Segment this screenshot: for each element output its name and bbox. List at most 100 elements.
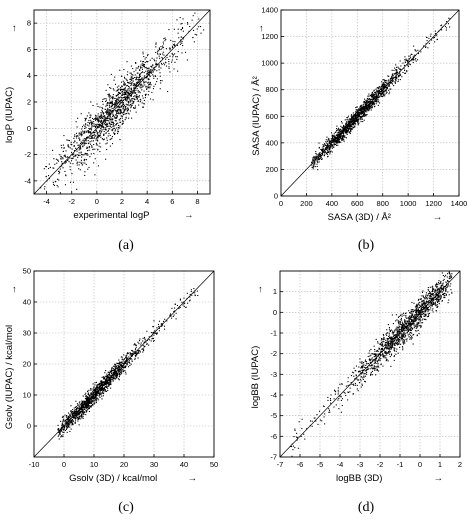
data-point xyxy=(362,115,365,117)
data-point xyxy=(168,58,170,61)
data-point xyxy=(117,88,119,90)
data-point xyxy=(316,165,318,168)
data-point xyxy=(440,25,442,27)
data-point xyxy=(161,48,163,50)
data-point xyxy=(124,99,127,101)
data-point xyxy=(100,112,102,114)
data-point xyxy=(383,84,385,86)
data-point xyxy=(120,111,122,113)
data-point xyxy=(122,359,125,361)
data-point xyxy=(137,79,139,81)
data-point xyxy=(335,144,338,146)
data-point xyxy=(81,134,83,136)
data-point xyxy=(320,148,322,150)
data-point xyxy=(326,144,329,146)
data-point xyxy=(117,129,119,131)
data-point xyxy=(420,308,422,310)
data-point xyxy=(113,103,115,105)
data-point xyxy=(392,77,394,79)
data-point xyxy=(95,395,97,397)
data-point xyxy=(344,392,346,394)
data-point xyxy=(117,94,119,96)
data-point xyxy=(375,103,377,105)
data-point xyxy=(191,294,193,296)
data-point xyxy=(363,366,365,368)
data-point xyxy=(105,123,108,125)
data-point xyxy=(118,359,120,361)
data-point xyxy=(79,154,81,156)
data-point xyxy=(349,120,351,122)
data-point xyxy=(119,374,121,376)
data-point xyxy=(417,303,419,305)
data-point xyxy=(344,136,346,138)
data-point xyxy=(57,170,60,173)
data-point xyxy=(109,381,111,383)
data-point xyxy=(106,104,108,106)
y-tick-label: -4 xyxy=(24,176,31,185)
data-point xyxy=(109,112,111,114)
data-point xyxy=(99,116,101,118)
data-point xyxy=(355,114,357,117)
data-point xyxy=(93,121,95,123)
data-point xyxy=(96,137,98,139)
data-point xyxy=(322,149,324,151)
data-point xyxy=(117,133,119,135)
data-point xyxy=(115,116,117,118)
data-point xyxy=(88,407,90,409)
data-point xyxy=(81,408,83,410)
data-point xyxy=(141,77,143,79)
data-point xyxy=(397,80,399,83)
data-point xyxy=(384,344,386,346)
data-point xyxy=(139,351,141,353)
data-point xyxy=(89,400,91,402)
data-point xyxy=(409,57,412,59)
data-point xyxy=(432,311,434,313)
data-point xyxy=(147,78,149,80)
data-point xyxy=(383,94,385,96)
data-point xyxy=(118,370,121,372)
data-point xyxy=(68,419,70,421)
data-point xyxy=(92,125,94,127)
data-point xyxy=(125,113,127,115)
data-point xyxy=(344,125,347,128)
data-point xyxy=(333,140,335,142)
data-point xyxy=(387,332,389,334)
data-point xyxy=(381,87,383,89)
data-point xyxy=(355,107,357,109)
data-point xyxy=(82,400,84,402)
data-point xyxy=(100,389,102,391)
data-point xyxy=(127,82,129,84)
data-point xyxy=(103,128,105,130)
data-point xyxy=(83,158,85,160)
data-point xyxy=(123,105,125,108)
x-tick-label: 1200 xyxy=(425,199,442,208)
data-point xyxy=(383,83,385,85)
data-point xyxy=(103,392,105,394)
data-point xyxy=(40,187,42,189)
data-point xyxy=(94,396,96,398)
data-point xyxy=(64,155,66,157)
data-point xyxy=(120,110,122,112)
data-point xyxy=(390,82,392,84)
data-points xyxy=(57,288,199,440)
data-point xyxy=(103,117,105,119)
data-point xyxy=(441,29,443,31)
data-point xyxy=(181,40,183,42)
data-point xyxy=(180,29,182,31)
data-point xyxy=(106,125,108,127)
data-point xyxy=(65,420,67,422)
data-point xyxy=(180,23,182,25)
data-point xyxy=(420,315,422,317)
data-point xyxy=(82,415,84,417)
data-point xyxy=(125,355,127,357)
data-point xyxy=(130,89,133,91)
data-point xyxy=(395,79,397,81)
data-point xyxy=(130,85,132,87)
data-point xyxy=(85,118,87,121)
data-point xyxy=(132,68,134,70)
data-point xyxy=(379,91,381,93)
data-point xyxy=(134,352,136,354)
data-point xyxy=(88,406,90,408)
data-point xyxy=(100,380,102,382)
data-point xyxy=(377,86,379,89)
